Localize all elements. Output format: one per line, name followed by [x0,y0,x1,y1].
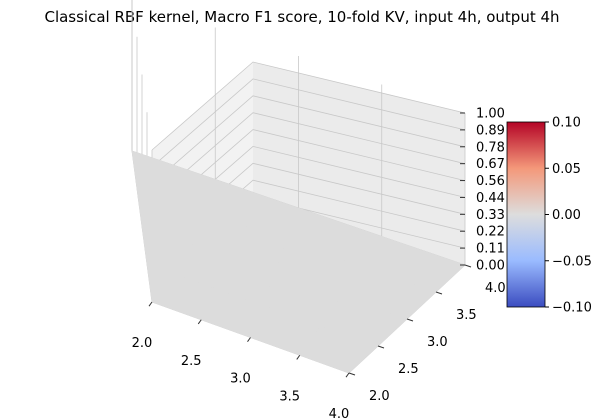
z-tick-label: 0.33 [476,208,505,223]
colorbar-tick-label: −0.05 [552,254,592,269]
z-gridline [151,61,466,151]
colorbar-tick-label: 0.05 [552,162,581,177]
z-tick-label: 0.00 [476,259,505,274]
y-tick-mark [435,291,443,295]
x-tick-mark [247,337,251,342]
z-gridline [151,78,466,168]
y-tick-label: 4.0 [485,281,506,296]
colorbar-tick-label: 0.10 [552,116,581,131]
x-tick-mark [197,319,202,325]
z-tick-label: 0.22 [476,225,505,240]
z-tick-label: 0.67 [476,157,505,172]
y-tick-label: 2.0 [369,389,390,404]
z-tick-label: 0.11 [476,242,505,257]
x-tick-label: 4.0 [329,407,350,419]
x-tick-label: 3.5 [279,389,300,404]
z-tick-label: 0.56 [476,174,505,189]
y-tick-mark [464,264,472,268]
y-tick-mark [377,345,385,349]
y-tick-label: 3.0 [427,335,448,350]
z-tick-label: 0.78 [476,140,505,155]
y-tick-label: 2.5 [398,362,419,377]
y-tick-mark [406,318,414,322]
x-tick-mark [148,301,153,307]
x-tick-label: 2.5 [181,354,202,369]
z-tick-label: 1.00 [476,107,505,122]
x-tick-mark [296,354,301,360]
colorbar-tick-label: 0.00 [552,208,581,223]
chart-title: Classical RBF kernel, Macro F1 score, 10… [44,8,559,26]
colorbar: 0.10 0.05 0.00 −0.05 −0.10 [506,116,592,316]
y-tick-mark [348,372,356,376]
y-tick-label: 3.5 [456,308,477,323]
x-tick-label: 2.0 [132,336,153,351]
z-tick-label: 0.44 [476,191,505,206]
z-tick-label: 0.89 [476,123,505,138]
x-tick-label: 3.0 [230,372,251,387]
x-tick-mark [345,372,350,378]
axes-3d: 2.0 2.5 3.0 3.5 4.0 2.0 2.5 3.0 3.5 4.0 0.00 0.11 0.… [131,0,506,419]
z-gridline [151,95,466,185]
colorbar-tick-label: −0.10 [552,301,592,316]
colorbar-gradient [506,121,546,308]
